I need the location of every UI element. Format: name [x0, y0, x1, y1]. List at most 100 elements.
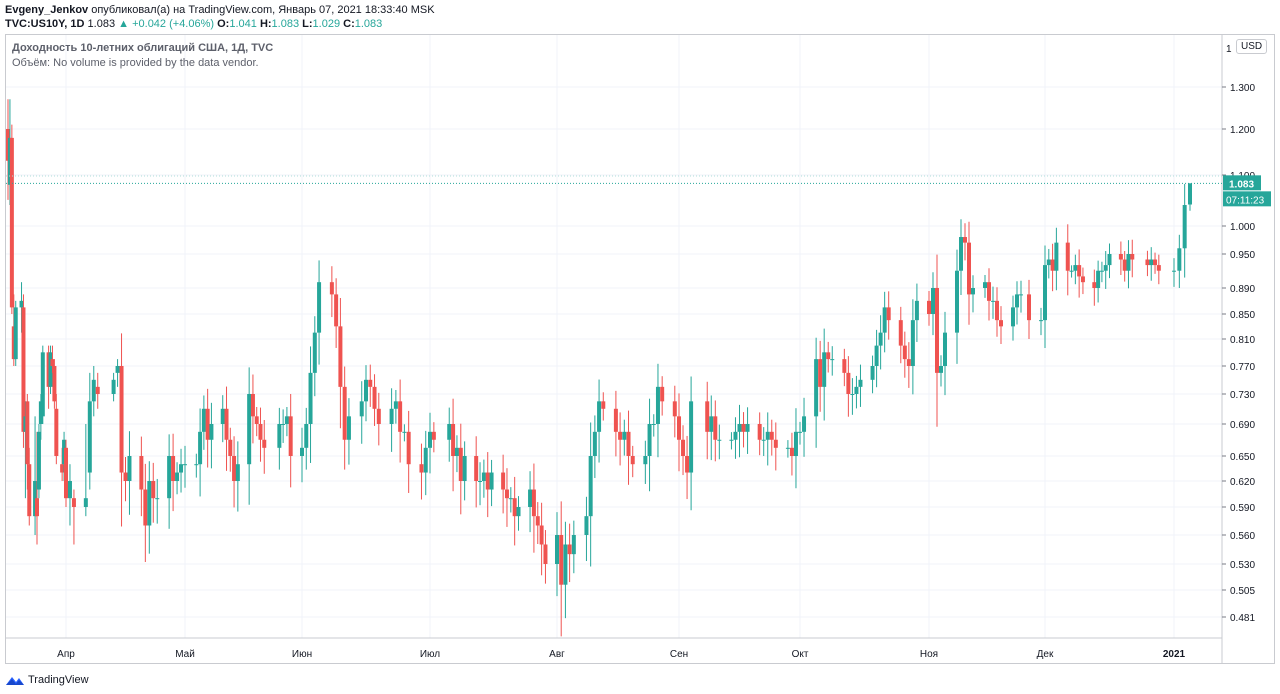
- candle-body: [474, 456, 479, 481]
- candle-body: [878, 332, 883, 346]
- candle-body: [254, 416, 259, 424]
- candle-body: [939, 366, 943, 373]
- candle-body: [329, 282, 334, 295]
- open-label: O:: [217, 18, 230, 30]
- candle-body: [1092, 282, 1097, 288]
- candle-body: [13, 307, 18, 360]
- candle-body: [60, 464, 65, 473]
- candle-body: [1027, 294, 1031, 321]
- candle-body: [733, 431, 738, 440]
- candle-body: [485, 472, 490, 490]
- candle-body: [802, 416, 807, 432]
- candle-body: [284, 416, 289, 424]
- candle-body: [822, 352, 827, 387]
- candle-body: [40, 352, 45, 417]
- candle-body: [886, 307, 891, 321]
- open-value: 1.041: [229, 18, 257, 30]
- candle-body: [773, 439, 778, 448]
- candle-body: [971, 288, 975, 295]
- candle-body: [512, 498, 517, 517]
- candle-body: [232, 456, 237, 481]
- price-badge-bg: [1223, 175, 1261, 191]
- currency-button[interactable]: USD: [1236, 39, 1268, 54]
- candle-body: [1011, 307, 1015, 327]
- candle-body: [398, 401, 403, 432]
- candle-body: [478, 481, 483, 482]
- candle-body: [601, 401, 606, 409]
- candle-body: [717, 439, 722, 441]
- candle-body: [1156, 265, 1161, 271]
- close-label: C:: [343, 18, 355, 30]
- ohlc-line: TVC:US10Y, 1D 1.083 ▲ +0.042 (+4.06%) O:…: [5, 17, 1275, 31]
- candle-body: [304, 424, 309, 448]
- candle-body: [987, 282, 991, 301]
- candle-body: [555, 535, 559, 564]
- candle-body: [713, 416, 718, 440]
- candle-body: [127, 456, 132, 481]
- chart-frame[interactable]: [5, 34, 1275, 664]
- candle-body: [139, 456, 144, 490]
- published-text: опубликовал(а) на TradingView.com, Январ…: [91, 4, 435, 16]
- candle-body: [931, 288, 935, 314]
- candle-body: [681, 439, 686, 456]
- candle-body: [209, 424, 214, 440]
- candle-body: [228, 439, 233, 456]
- candle-body: [995, 300, 999, 321]
- candle-body: [793, 431, 798, 456]
- price-tick-label: 0.890: [1230, 284, 1255, 295]
- price-tick-label: 0.770: [1230, 362, 1255, 373]
- candle-body: [300, 447, 304, 456]
- candle-body: [447, 424, 452, 440]
- candle-body: [651, 424, 656, 425]
- candle-body: [143, 489, 148, 526]
- candle-body: [36, 431, 41, 490]
- price-tick-label: 0.690: [1230, 420, 1255, 431]
- candle-body: [535, 516, 540, 526]
- candle-body: [179, 464, 184, 473]
- candle-body: [798, 431, 802, 433]
- candle-body: [35, 498, 39, 517]
- price-tick-label: 0.560: [1230, 531, 1255, 542]
- candle-body: [757, 424, 762, 440]
- candle-body: [902, 345, 907, 360]
- candle-body: [171, 456, 176, 481]
- candle-body: [205, 408, 210, 440]
- candle-body: [389, 408, 394, 424]
- candle-body: [745, 424, 750, 432]
- timer-badge-bg: [1223, 191, 1271, 207]
- legend-title: Доходность 10-летних облигаций США, 1Д, …: [12, 42, 274, 54]
- candle-body: [597, 401, 602, 432]
- time-tick-label: Май: [175, 649, 195, 660]
- candle-body: [119, 366, 124, 473]
- candle-body: [9, 137, 14, 308]
- tradingview-brand[interactable]: TradingView: [28, 674, 89, 686]
- candle-body: [481, 472, 486, 481]
- tradingview-logo-icon[interactable]: [5, 674, 25, 686]
- candle-body: [689, 401, 694, 473]
- candle-body: [281, 424, 286, 425]
- candle-body: [1080, 276, 1085, 283]
- candle-body: [201, 408, 206, 432]
- price-tick-label: 0.850: [1230, 310, 1255, 321]
- candle-body: [528, 489, 533, 507]
- author-name[interactable]: Evgeny_Jenkov: [5, 4, 89, 16]
- last-price: 1.083: [87, 18, 116, 30]
- candle-body: [818, 359, 823, 387]
- candle-body: [1149, 259, 1154, 266]
- low-label: L:: [302, 18, 313, 30]
- candle-body: [428, 431, 432, 448]
- candle-body: [677, 416, 681, 440]
- candle-body: [539, 525, 544, 545]
- candle-body: [19, 300, 24, 308]
- candle-body: [563, 544, 568, 585]
- candle-body: [25, 401, 30, 465]
- candle-body: [1122, 259, 1127, 271]
- candle-body: [898, 320, 903, 346]
- candle-body: [516, 507, 521, 517]
- candle-body: [729, 439, 734, 441]
- candle-body: [1015, 294, 1019, 308]
- candle-body: [247, 394, 252, 465]
- price-tick-label: 0.650: [1230, 452, 1255, 463]
- candle-body: [846, 372, 851, 394]
